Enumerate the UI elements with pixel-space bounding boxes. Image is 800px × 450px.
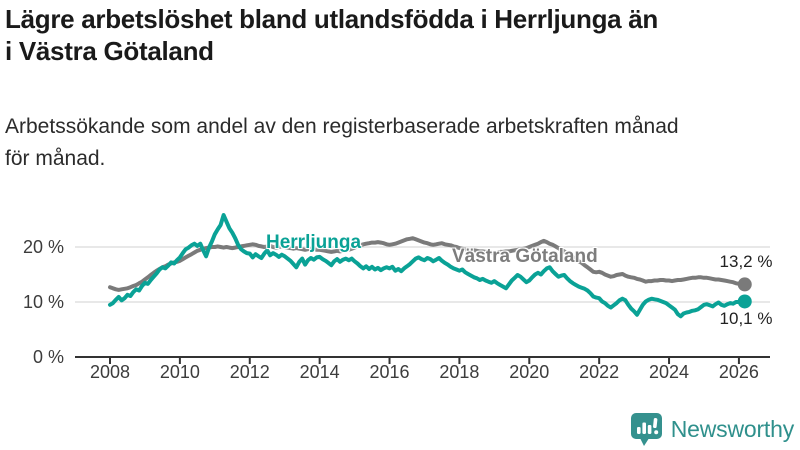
x-tick-label-2012: 2012 xyxy=(230,362,270,382)
y-tick-label-10: 10 % xyxy=(23,292,64,312)
newsworthy-wordmark: Newsworthy xyxy=(670,415,794,442)
x-tick-label-2020: 2020 xyxy=(509,362,549,382)
x-tick-label-2016: 2016 xyxy=(369,362,409,382)
end-value-vastra-gotaland: 13,2 % xyxy=(719,252,773,271)
newsworthy-bubble-icon xyxy=(630,413,662,446)
line-v-stra-g-taland xyxy=(108,236,747,292)
end-dot-herrljunga xyxy=(737,294,752,309)
end-value-herrljunga: 10,1 % xyxy=(719,309,773,328)
y-tick-label-20: 20 % xyxy=(23,237,64,257)
page-title: Lägre arbetslöshet bland utlandsfödda i … xyxy=(5,3,797,67)
title-line-2: i Västra Götaland xyxy=(5,36,214,66)
x-tick-label-2024: 2024 xyxy=(649,362,689,382)
series-label-vastra-gotaland: Västra Götaland xyxy=(452,246,598,267)
end-dot-v-stra-g-taland xyxy=(737,277,752,292)
x-tick-label-2022: 2022 xyxy=(579,362,619,382)
y-tick-label-0: 0 % xyxy=(33,347,64,367)
line-herrljunga xyxy=(108,213,747,319)
x-tick-label-2018: 2018 xyxy=(439,362,479,382)
x-tick-label-2008: 2008 xyxy=(90,362,130,382)
x-tick-label-2014: 2014 xyxy=(300,362,340,382)
subtitle-line-1: Arbetssökande som andel av den registerb… xyxy=(5,115,679,138)
line-chart: 2008 2010 2012 2014 2016 2018 2020 2022 2024 2026… xyxy=(23,213,770,382)
series-label-herrljunga: Herrljunga xyxy=(266,232,362,253)
newsworthy-logo[interactable]: Newsworthy xyxy=(630,410,794,448)
title-line-1: Lägre arbetslöshet bland utlandsfödda i … xyxy=(5,4,658,34)
x-tick-label-2010: 2010 xyxy=(160,362,200,382)
chart-subtitle: Arbetssökande som andel av den registerb… xyxy=(5,111,797,175)
x-tick-label-2026: 2026 xyxy=(719,362,759,382)
subtitle-line-2: för månad. xyxy=(5,147,106,170)
